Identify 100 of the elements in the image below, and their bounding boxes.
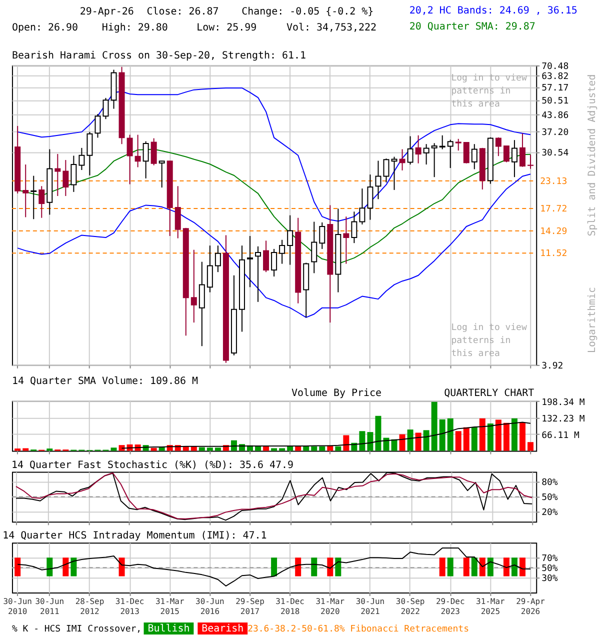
text: QUARTERLY CHART bbox=[444, 388, 534, 399]
candlestick bbox=[279, 239, 286, 264]
bar bbox=[255, 446, 262, 451]
candlestick bbox=[439, 134, 446, 150]
x-tick-label: 30-Jun 2011 bbox=[35, 597, 64, 616]
line-series bbox=[17, 174, 531, 318]
y-tick-label: 66.11 M bbox=[542, 430, 580, 441]
bar bbox=[295, 446, 302, 451]
text: 23.6-38.2-50-61.8% Fibonacci Retracements bbox=[248, 624, 469, 634]
ref-line-label: 17.72 bbox=[540, 204, 568, 215]
bar bbox=[407, 430, 414, 451]
candlestick bbox=[38, 186, 45, 218]
bar bbox=[319, 446, 326, 451]
ref-line-label: 14.29 bbox=[540, 226, 568, 237]
y-tick-label: 198.34 M bbox=[542, 398, 586, 408]
annotation: Log in to view patterns in this area bbox=[451, 322, 528, 359]
y-tick-label: 70% bbox=[542, 554, 558, 564]
candlestick bbox=[511, 140, 518, 178]
candlestick bbox=[431, 142, 438, 178]
line-series bbox=[17, 547, 531, 586]
candlestick bbox=[463, 142, 470, 164]
bar bbox=[367, 432, 374, 451]
text: Bullish bbox=[148, 623, 190, 634]
candlestick bbox=[359, 188, 366, 225]
candlestick bbox=[198, 261, 205, 347]
y-tick-label: 50% bbox=[542, 564, 558, 574]
text: Vol: 34,753,222 bbox=[286, 22, 377, 34]
ref-line-label: 23.13 bbox=[540, 176, 568, 187]
y-tick-label: 37.20 bbox=[542, 128, 569, 138]
candlestick bbox=[271, 248, 278, 277]
y-tick-label: 30.54 bbox=[542, 148, 569, 159]
bar bbox=[118, 445, 125, 451]
chart-title: 14 Quarter HCS Intraday Momentum (IMI): 47.1 bbox=[2, 530, 267, 542]
line-series bbox=[17, 87, 531, 222]
bar bbox=[399, 434, 406, 451]
candlestick bbox=[78, 147, 85, 170]
candlestick bbox=[375, 160, 382, 200]
text: Split and Dividend Adjusted bbox=[587, 74, 598, 236]
candlestick bbox=[495, 136, 502, 157]
ref-line-label: 11.52 bbox=[540, 249, 568, 260]
y-tick-label: 80% bbox=[542, 478, 558, 488]
bar bbox=[528, 442, 534, 451]
candlestick bbox=[319, 222, 326, 250]
candlestick bbox=[150, 138, 157, 166]
candlestick bbox=[287, 214, 294, 266]
candlestick bbox=[62, 160, 69, 196]
bar bbox=[375, 416, 382, 451]
y-tick-label: 57.17 bbox=[542, 84, 569, 94]
text: 20 Quarter SMA: 29.87 bbox=[409, 21, 536, 32]
text: Change: -0.05 {-0.2 %} bbox=[242, 6, 374, 18]
candlestick bbox=[407, 136, 414, 165]
bar bbox=[471, 427, 478, 451]
text: Logarithmic bbox=[587, 286, 598, 354]
bar bbox=[206, 448, 213, 451]
candlestick bbox=[399, 148, 406, 171]
bar bbox=[335, 446, 342, 451]
chart-title: 14 Quarter Fast Stochastic (%K) (%D): 35.6 47.9 bbox=[11, 460, 294, 471]
x-tick-label: 31-Mar 2025 bbox=[476, 597, 506, 616]
bar bbox=[327, 445, 334, 451]
candlestick bbox=[126, 134, 133, 185]
bar bbox=[495, 420, 502, 451]
bar bbox=[230, 440, 237, 451]
candlestick bbox=[471, 144, 478, 170]
x-tick-label: 31-Dec 2018 bbox=[276, 597, 305, 616]
candlestick bbox=[367, 174, 374, 220]
y-tick-label: 132.23 M bbox=[542, 414, 586, 424]
bar bbox=[343, 435, 350, 451]
bar bbox=[110, 448, 117, 451]
candlestick bbox=[519, 132, 526, 168]
candlestick bbox=[391, 156, 398, 190]
y-tick-label: 50.51 bbox=[542, 96, 569, 106]
candlestick bbox=[255, 246, 262, 302]
candlestick bbox=[455, 138, 462, 152]
candlestick bbox=[22, 164, 29, 218]
y-tick-label: 70.48 bbox=[542, 62, 569, 72]
candlestick bbox=[142, 140, 149, 179]
candlestick bbox=[102, 97, 109, 120]
x-tick-label: 30-Jun 2010 bbox=[3, 597, 32, 616]
x-tick-label: 31-Mar 2020 bbox=[316, 597, 345, 616]
candlestick bbox=[158, 160, 165, 188]
bar bbox=[415, 432, 422, 451]
bar bbox=[383, 438, 390, 451]
candlestick bbox=[30, 175, 37, 220]
candlestick bbox=[94, 114, 101, 138]
candlestick bbox=[70, 155, 77, 192]
bar bbox=[287, 446, 294, 451]
candlestick bbox=[134, 134, 141, 168]
bar bbox=[391, 439, 398, 451]
x-tick-label: 30-Sep 2022 bbox=[396, 597, 425, 616]
text: Close: 26.87 bbox=[146, 6, 219, 18]
legend-title: % K - HCS IMI Crossover, bbox=[12, 624, 142, 634]
bar bbox=[431, 402, 438, 451]
candlestick bbox=[86, 131, 93, 176]
bar bbox=[511, 418, 518, 451]
candlestick bbox=[54, 153, 61, 196]
candlestick bbox=[447, 139, 454, 168]
bar bbox=[263, 446, 270, 451]
candlestick bbox=[423, 144, 430, 165]
bar bbox=[487, 424, 494, 451]
y-tick-label: 63.82 bbox=[542, 72, 569, 82]
